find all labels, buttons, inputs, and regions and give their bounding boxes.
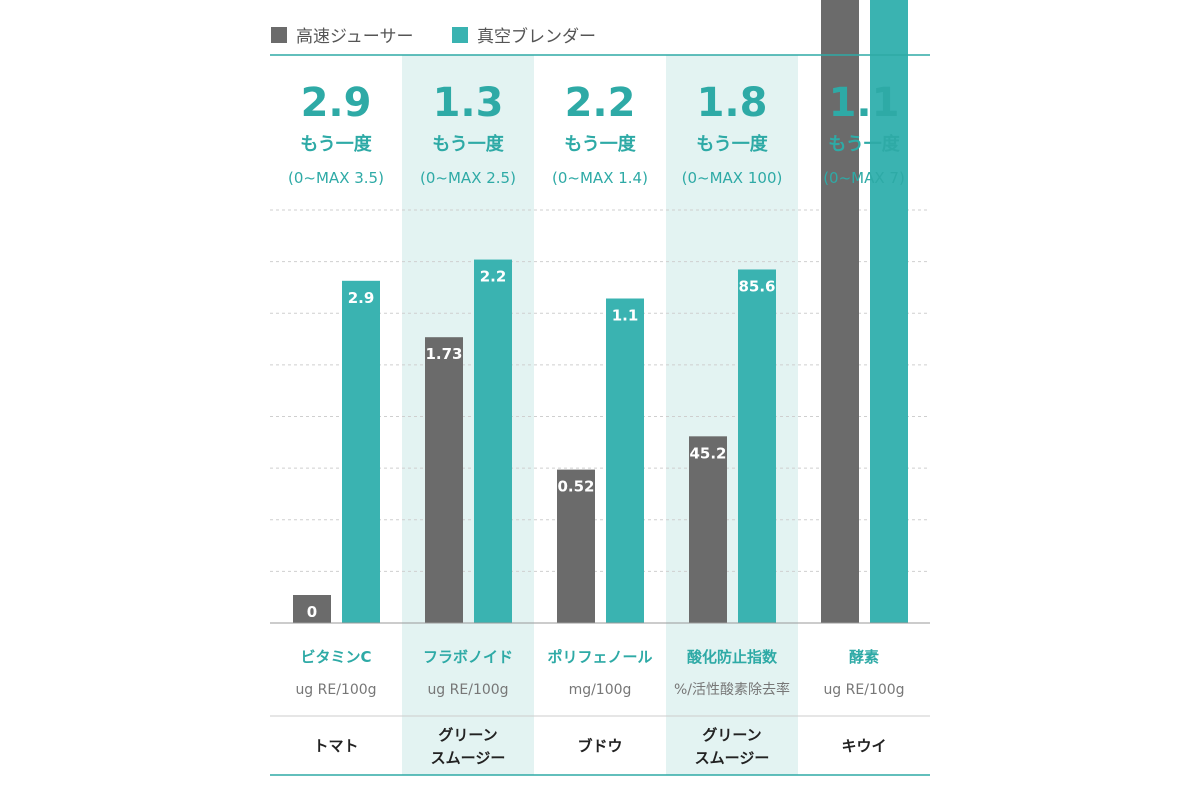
bar-blender xyxy=(342,280,380,623)
unit-label: ug RE/100g xyxy=(427,682,508,698)
group-highlight-4 xyxy=(666,55,798,775)
ratio-value: 2.2 xyxy=(565,80,636,126)
ratio-text: もう一度 xyxy=(432,133,504,155)
legend-label-blender: 真空ブレンダー xyxy=(477,26,596,47)
food-label: グリーン xyxy=(702,726,761,744)
food-label: キウイ xyxy=(841,737,886,755)
bar-juicer xyxy=(293,595,331,623)
food-label: トマト xyxy=(313,737,358,755)
group-highlight-2 xyxy=(402,55,534,775)
bar-value-label: 85.6 xyxy=(738,277,775,295)
metric-label: ポリフェノール xyxy=(547,648,652,666)
ratio-text: もう一度 xyxy=(564,133,636,155)
metric-label: 酸化防止指数 xyxy=(687,648,778,666)
range-text: (0~MAX 1.4) xyxy=(552,169,648,187)
range-text: (0~MAX 100) xyxy=(682,169,783,187)
bar-blender xyxy=(474,259,512,623)
ratio-value: 1.3 xyxy=(433,80,504,126)
bar-value-label: 45.2 xyxy=(689,444,726,462)
range-text: (0~MAX 3.5) xyxy=(288,169,384,187)
ratio-text: もう一度 xyxy=(828,133,900,155)
bar-value-label: 2.9 xyxy=(348,289,375,307)
food-label: グリーン xyxy=(438,726,497,744)
range-text: (0~MAX 2.5) xyxy=(420,169,516,187)
legend-swatch-blender xyxy=(452,27,468,43)
metric-label: ビタミンC xyxy=(300,648,371,666)
bar-value-label: 0 xyxy=(307,603,317,621)
bar-value-label: 1.1 xyxy=(612,307,639,325)
unit-label: ug RE/100g xyxy=(295,682,376,698)
food-label: ブドウ xyxy=(577,737,622,755)
legend-label-juicer: 高速ジューサー xyxy=(296,27,413,47)
food-label: スムージー xyxy=(695,749,770,767)
ratio-text: もう一度 xyxy=(300,133,372,155)
bar-blender xyxy=(738,269,776,623)
bar-juicer xyxy=(821,0,859,623)
bar-juicer xyxy=(557,469,595,623)
unit-label: ug RE/100g xyxy=(823,682,904,698)
unit-label: mg/100g xyxy=(569,682,632,698)
bar-juicer xyxy=(425,337,463,623)
bar-blender xyxy=(870,0,908,624)
unit-label: %/活性酸素除去率 xyxy=(674,681,790,698)
bar-value-label: 1.73 xyxy=(425,345,462,363)
range-text: (0~MAX 7) xyxy=(823,169,905,187)
bar-blender xyxy=(606,298,644,623)
legend-swatch-juicer xyxy=(271,27,287,43)
bar-value-label: 2.2 xyxy=(480,268,507,286)
legend: 高速ジューサー 真空ブレンダー xyxy=(271,26,596,47)
bar-value-label: 0.52 xyxy=(557,478,594,496)
food-label: スムージー xyxy=(431,749,506,767)
ratio-text: もう一度 xyxy=(696,133,768,155)
ratio-value: 1.1 xyxy=(829,80,900,126)
metric-label: 酵素 xyxy=(849,648,879,666)
ratio-value: 2.9 xyxy=(301,80,372,126)
ratio-value: 1.8 xyxy=(697,80,768,126)
bar-juicer xyxy=(689,436,727,623)
metric-label: フラボノイド xyxy=(423,648,513,666)
